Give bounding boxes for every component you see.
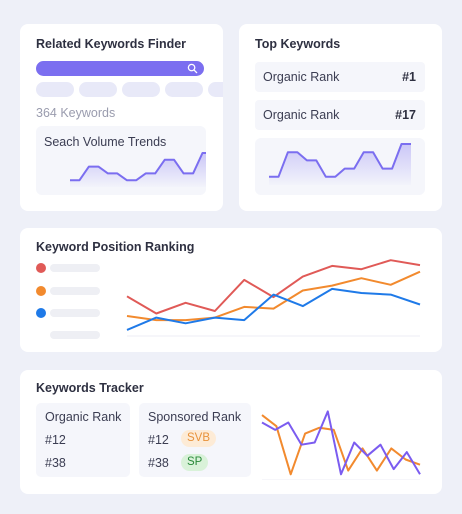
keyword-filter-pill[interactable] [36,82,74,97]
keyword-count: 364 Keywords [36,106,116,120]
keyword-filter-pill[interactable] [122,82,160,97]
top-keyword-label: Organic Rank [263,108,340,122]
related-keywords-card: Related Keywords Finder 364 Keywords Sea… [20,24,223,211]
search-volume-trend: Seach Volume Trends [36,126,206,195]
top-keyword-rank: #1 [402,70,416,84]
related-keywords-title: Related Keywords Finder [36,37,187,51]
sponsored-rank-value: #38 [148,456,169,470]
legend-dot [36,286,46,296]
keyword-filter-pill[interactable] [165,82,203,97]
sponsored-rank-box: Sponsored Rank #12 SVB #38 SP [139,403,251,477]
sponsored-rank-value: #12 [148,433,169,447]
top-keyword-rank: #17 [395,108,416,122]
top-keywords-trend [255,138,425,195]
legend-dot [36,308,46,318]
top-keyword-row[interactable]: Organic Rank #17 [255,100,425,130]
legend-dot [36,263,46,273]
top-trend-line [269,143,411,178]
organic-rank-header: Organic Rank [45,410,122,424]
sponsored-rank-header: Sponsored Rank [148,410,242,424]
tracker-line-chart [261,410,421,480]
keywords-tracker-card: Keywords Tracker Organic Rank #12 #38 Sp… [20,370,442,494]
tracker-series-1 [261,410,421,476]
keywords-tracker-title: Keywords Tracker [36,381,144,395]
legend-placeholder [50,287,100,295]
search-icon[interactable] [187,63,198,74]
organic-rank-value: #12 [45,433,66,447]
keyword-filter-pill[interactable] [208,82,223,97]
svb-badge: SVB [181,430,217,447]
organic-rank-box: Organic Rank #12 #38 [36,403,130,477]
sp-badge: SP [181,454,209,471]
tracker-series-0 [261,414,421,476]
search-volume-sparkline [70,152,206,187]
organic-rank-value: #38 [45,456,66,470]
top-keyword-row[interactable]: Organic Rank #1 [255,62,425,92]
keyword-filter-pill[interactable] [79,82,117,97]
search-volume-trend-label: Seach Volume Trends [44,135,167,149]
position-line-chart [126,259,421,337]
legend-placeholder [50,264,100,272]
top-keywords-card: Top Keywords Organic Rank #1 Organic Ran… [239,24,442,211]
position-series-2 [126,287,421,331]
top-trend-area [269,144,411,185]
top-keywords-sparkline [269,143,411,185]
keyword-position-title: Keyword Position Ranking [36,240,195,254]
keyword-position-card: Keyword Position Ranking [20,228,442,352]
position-series-0 [126,259,421,315]
related-trend-line [70,152,206,182]
top-keyword-label: Organic Rank [263,70,340,84]
legend-placeholder [50,309,100,317]
position-series-1 [126,270,421,322]
top-keywords-title: Top Keywords [255,37,341,51]
related-trend-area [70,153,206,187]
search-bar[interactable] [36,61,204,76]
legend-placeholder [50,331,100,339]
